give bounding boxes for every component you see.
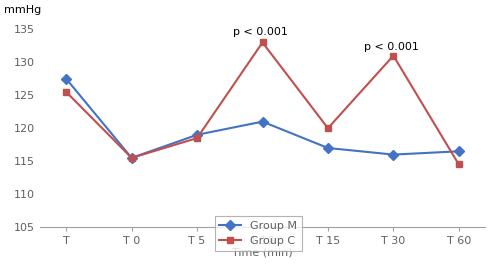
Group C [260,41,266,44]
Group C [456,163,462,166]
Text: p < 0.001: p < 0.001 [233,27,288,37]
Group M [325,146,331,150]
Group M [456,150,462,153]
Group C [194,137,200,140]
Group C [325,127,331,130]
Group C [63,90,69,94]
Line: Group C: Group C [62,39,462,168]
Text: mmHg: mmHg [4,5,42,15]
Group M [128,156,134,160]
Group M [63,77,69,80]
Group M [194,133,200,137]
Text: p < 0.001: p < 0.001 [364,42,419,52]
Group C [128,156,134,160]
Group M [390,153,396,156]
Line: Group M: Group M [62,75,462,161]
X-axis label: Time (min): Time (min) [232,248,293,258]
Group M [260,120,266,123]
Group C [390,54,396,57]
Legend: Group M, Group C: Group M, Group C [214,216,302,250]
